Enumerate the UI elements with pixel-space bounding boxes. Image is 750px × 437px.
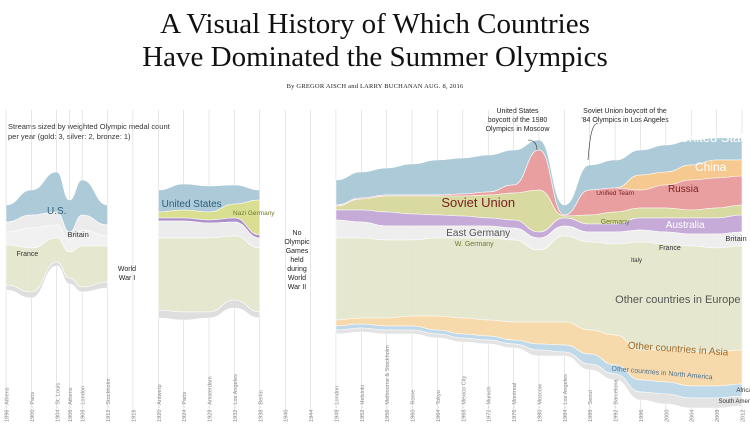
us-boycott-line-1: United States: [496, 108, 539, 115]
series-label-w-germany-1972: W. Germany: [455, 241, 494, 248]
x-tick-1996: 1996: [639, 410, 645, 422]
x-tick-1920: 1920 · Antwerp: [157, 384, 163, 422]
series-label-soviet-union-1972: Soviet Union: [441, 195, 515, 210]
ww1-gap-label: World War I: [112, 265, 142, 283]
ww1-line-2: War I: [118, 275, 136, 282]
no-games-line-2: Olympic: [284, 239, 310, 246]
series-label-other-countries-in-europe-2000: Other countries in Europe: [615, 294, 740, 306]
series-label-united-states-1924: United States: [162, 199, 222, 210]
x-tick-1960: 1960 · Rome: [411, 390, 417, 422]
series-label-unified-team-1992: Unified Team: [596, 190, 634, 197]
x-tick-1900: 1900 · Paris: [30, 392, 36, 422]
no-games-line-5: during: [287, 266, 307, 273]
x-tick-1952: 1952 · Helsinki: [360, 385, 366, 422]
x-tick-1968: 1968 · Mexico City: [461, 375, 467, 422]
x-tick-1964: 1964 · Tokyo: [436, 390, 442, 422]
ww1-line-1: World: [117, 266, 137, 273]
series-label-italy-1996: Italy: [631, 258, 642, 264]
page-title-line-2: Have Dominated the Summer Olympics: [142, 41, 608, 73]
x-tick-1936: 1936 · Berlin: [258, 390, 264, 422]
x-tick-1916: 1916: [131, 410, 137, 422]
series-label-africa-2012: Africa: [736, 388, 750, 394]
series-label-u-s-1904: U.S.: [47, 206, 66, 217]
page-title-line-1: A Visual History of Which Countries: [160, 8, 590, 40]
no-games-gap-label: No Olympic Games held during World War I…: [279, 229, 315, 292]
us-boycott-leader: [527, 139, 538, 151]
x-tick-1896: 1896 · Athens: [5, 387, 11, 422]
x-tick-2000: 2000: [664, 410, 670, 422]
x-tick-1972: 1972 · Munich: [487, 387, 493, 422]
no-games-line-4: held: [290, 257, 304, 264]
x-axis-ticks: 1896 · Athens 1900 · Paris 1904 · St. Loui…: [5, 345, 747, 422]
x-tick-1912: 1912 · Stockholm: [106, 378, 112, 422]
byline: By GREGOR AISCH and LARRY BUCHANAN AUG. …: [286, 83, 464, 90]
x-tick-1908: 1908 · London: [81, 386, 87, 422]
x-tick-1976: 1976 · Montreal: [512, 383, 518, 422]
x-tick-2012: 2012: [741, 410, 747, 422]
no-games-line-1: No: [292, 230, 302, 237]
x-tick-1948: 1948 · London: [334, 386, 340, 422]
x-tick-1992: 1992 · Barcelona: [614, 379, 620, 422]
x-tick-2008: 2008: [715, 410, 721, 422]
series-label-south-america-2012: South America: [718, 399, 750, 405]
soviet-boycott-annotation: Soviet Union boycott of the '84 Olympics…: [565, 107, 685, 125]
stream-other-interwar: [157, 299, 261, 321]
x-tick-1940: 1940: [284, 410, 290, 422]
series-label-east-germany-1972: East Germany: [446, 228, 510, 239]
x-tick-1932: 1932 · Los Angeles: [233, 374, 239, 422]
x-tick-1956: 1956 · Melbourne & Stockholm: [385, 345, 391, 422]
us-boycott-line-3: Olympics in Moscow: [485, 126, 550, 133]
x-tick-1984: 1984 · Los Angeles: [563, 374, 569, 422]
series-label-china-2008: China: [695, 160, 727, 174]
x-tick-1980: 1980 · Moscow: [537, 383, 543, 422]
no-games-line-7: War II: [287, 284, 307, 291]
us-boycott-line-2: boycott of the 1980: [487, 117, 548, 124]
chart-note-line-1: Streams sized by weighted Olympic medal …: [8, 122, 170, 131]
series-label-britain-1908: Britain: [68, 230, 89, 239]
us-boycott-annotation: United States boycott of the 1980 Olympi…: [470, 107, 565, 134]
series-label-germany-1992: Germany: [601, 219, 630, 226]
x-tick-1904: 1904 · St. Louis: [55, 383, 61, 422]
x-tick-2004: 2004: [690, 410, 696, 422]
series-label-united-states-2008: United States: [680, 130, 750, 145]
x-tick-1928: 1928 · Amsterdam: [208, 376, 214, 422]
x-tick-1988: 1988 · Seoul: [588, 390, 594, 422]
series-label-nazi-germany-1936: Nazi Germany: [233, 210, 275, 217]
no-games-line-3: Games: [285, 248, 309, 255]
streams: [5, 137, 743, 409]
x-tick-1924: 1924 · Paris: [182, 392, 188, 422]
series-label-russia-2004: Russia: [668, 184, 699, 195]
annotation-leaders: [527, 122, 599, 161]
stream-europe-interwar: [157, 235, 261, 313]
soviet-boycott-line-1: Soviet Union boycott of the: [583, 108, 667, 115]
series-label-australia-2004: Australia: [666, 220, 705, 231]
series-label-britain-2012: Britain: [725, 234, 746, 243]
stream-other-early: [5, 261, 108, 299]
soviet-boycott-leader: [587, 122, 599, 161]
stream-africa-south-america: [335, 327, 743, 409]
no-games-line-6: World: [287, 275, 307, 282]
x-tick-1944: 1944: [309, 410, 315, 422]
soviet-boycott-line-2: '84 Olympics in Los Angeles: [581, 117, 669, 124]
series-label-france-2000: France: [659, 245, 681, 252]
series-label-france-1900: France: [16, 251, 38, 258]
x-tick-1906: 1906 · Athens: [68, 387, 74, 422]
